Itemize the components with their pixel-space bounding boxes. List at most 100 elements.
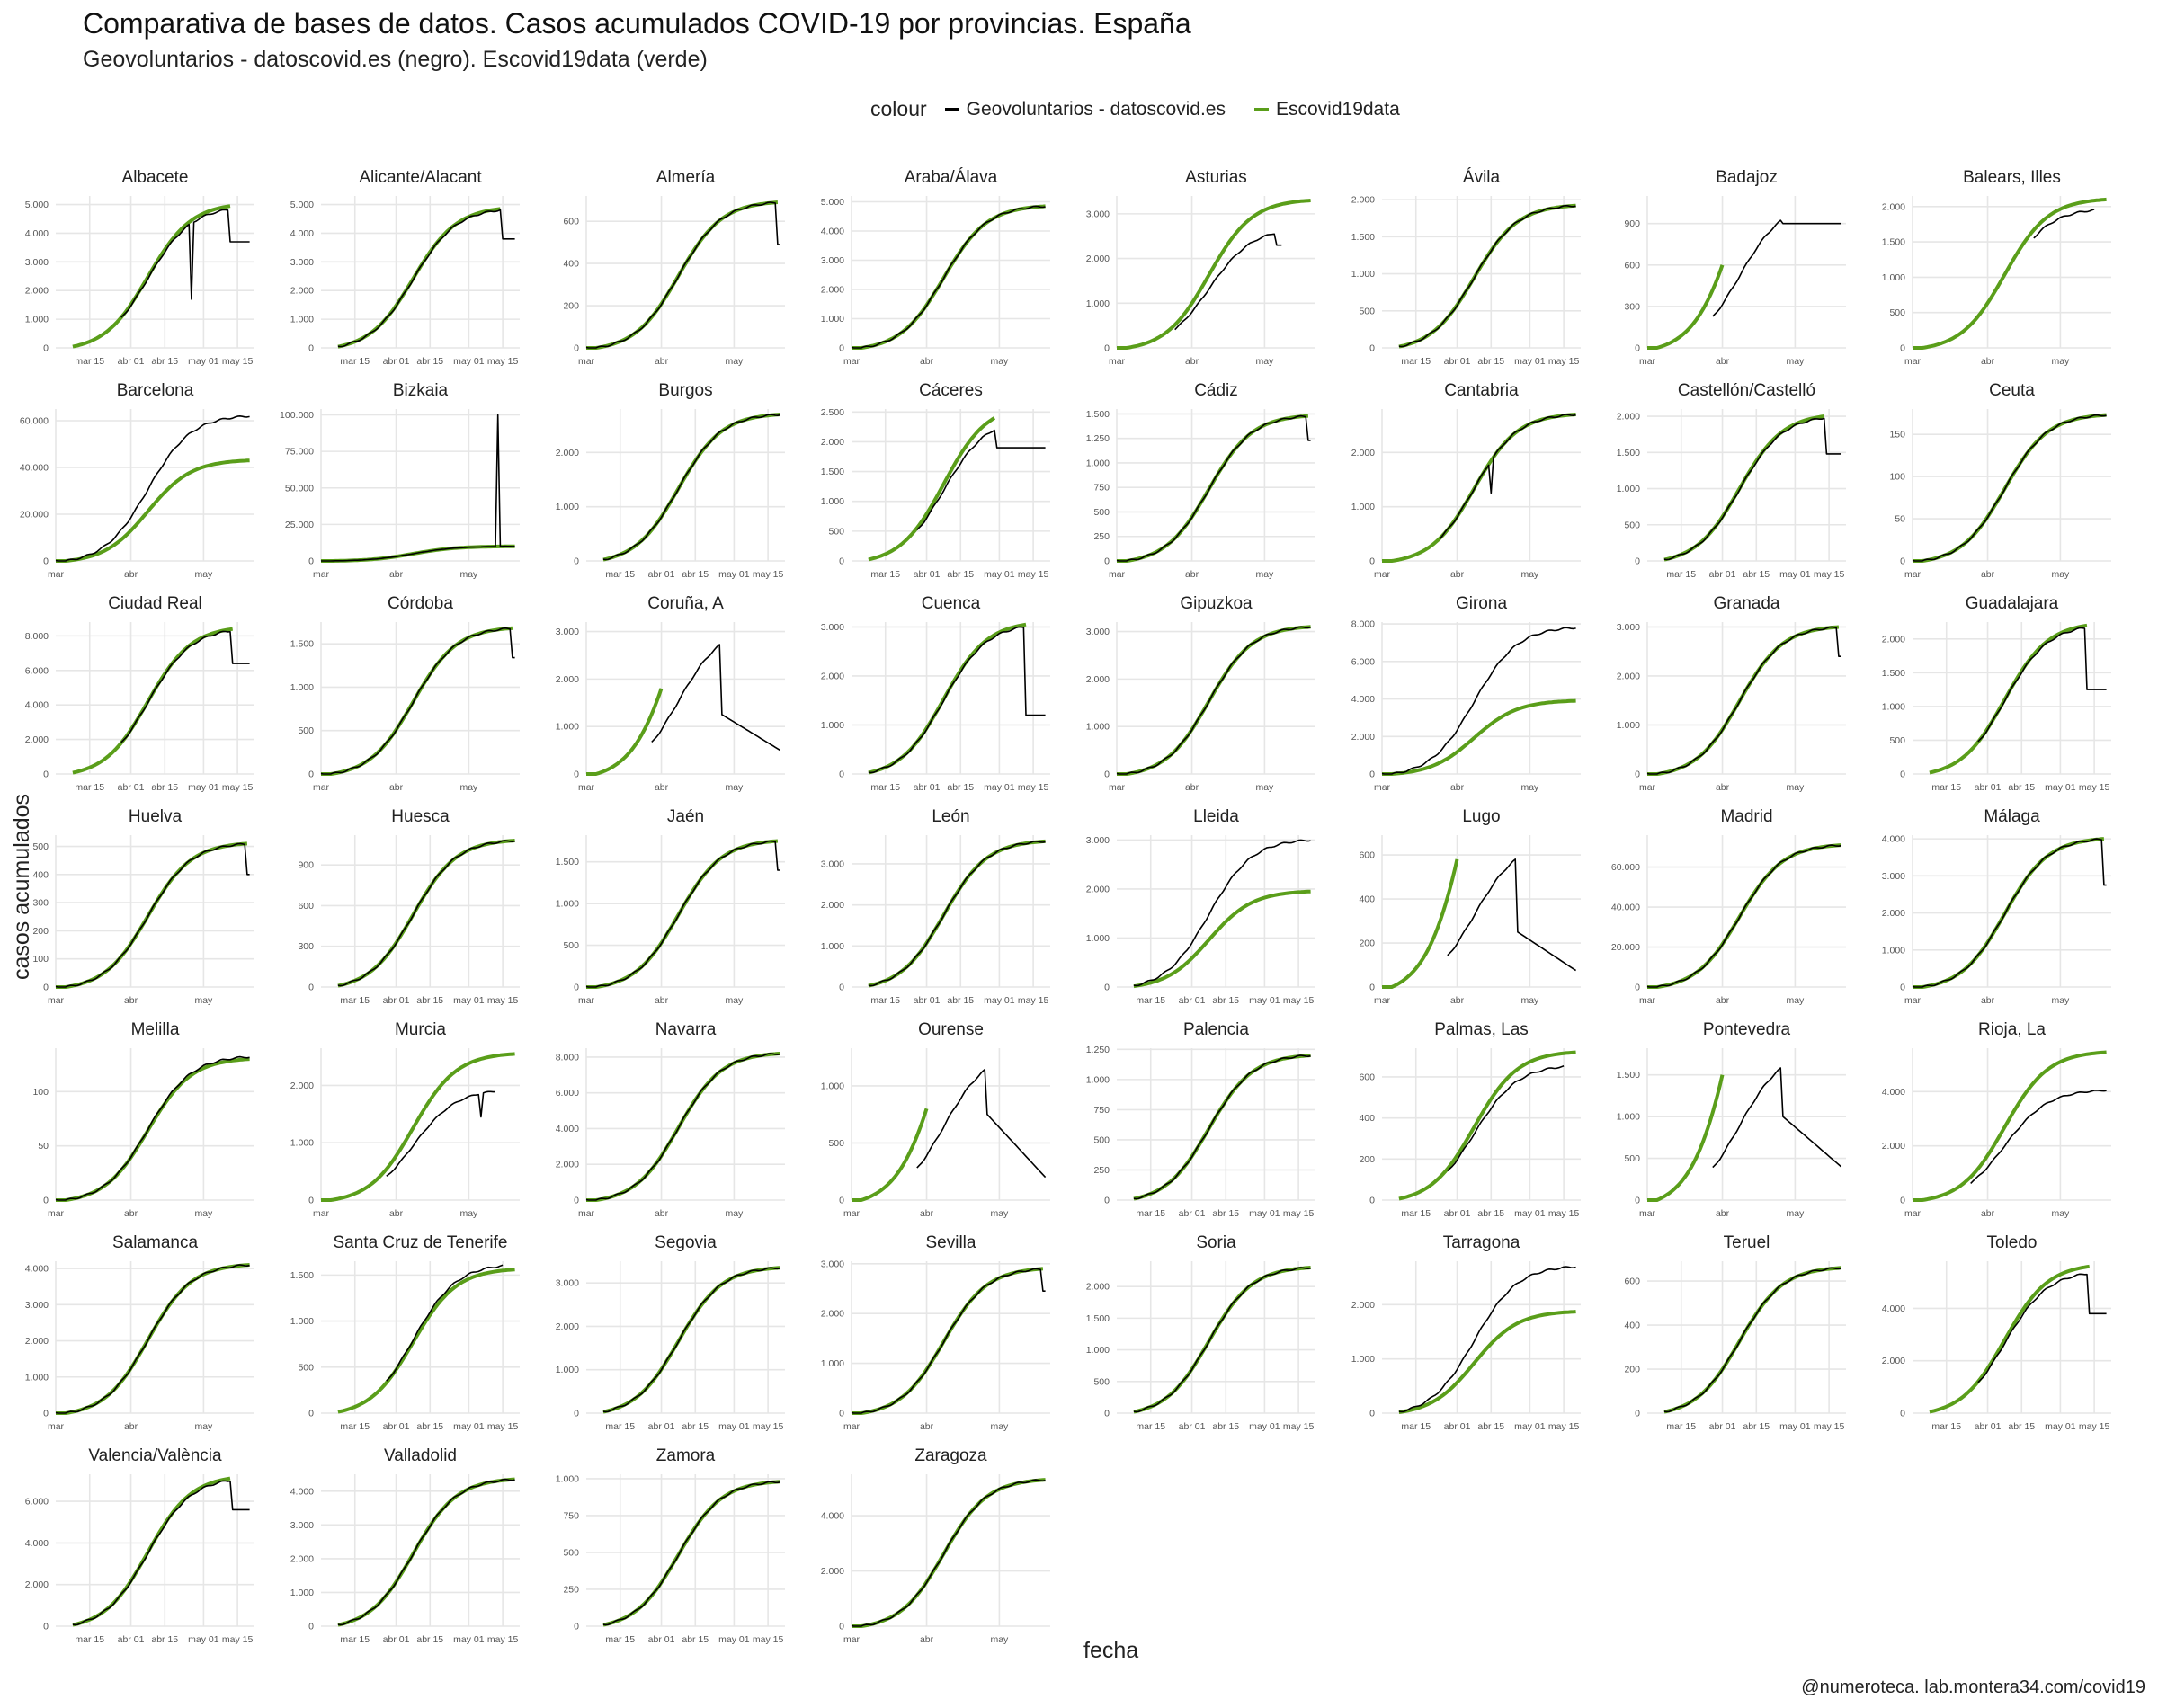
series-escovid19data	[56, 1057, 250, 1202]
x-tick-label: may 01	[1779, 1421, 1811, 1432]
series-escovid19data	[337, 839, 515, 988]
y-tick-label: 500	[1093, 1134, 1110, 1145]
legend-item-escovid19data: Escovid19data	[1253, 99, 1400, 120]
y-tick-label: 1.500	[1351, 232, 1375, 243]
panel-title: Rioja, La	[1978, 1020, 2046, 1039]
series-geovoluntarios	[1977, 1273, 2107, 1383]
x-tick-label: may 15	[222, 782, 254, 793]
x-tick-label: may 15	[222, 356, 254, 367]
series-geovoluntarios	[55, 1055, 250, 1201]
y-tick-label: 0	[43, 1409, 49, 1419]
y-tick-label: 100	[32, 954, 49, 965]
y-tick-label: 3.000	[25, 257, 49, 268]
y-tick-label: 0	[1635, 1196, 1640, 1206]
panel-title: Badajoz	[1716, 168, 1778, 187]
x-tick-label: abr	[1185, 782, 1199, 793]
series-geovoluntarios	[868, 626, 1046, 774]
x-tick-label: abr 15	[416, 995, 443, 1006]
x-tick-label: may 15	[487, 356, 519, 367]
y-tick-label: 500	[1093, 1376, 1110, 1387]
x-tick-label: abr 01	[383, 356, 410, 367]
series-geovoluntarios	[602, 1267, 780, 1413]
x-tick-label: may 01	[984, 782, 1015, 793]
series-geovoluntarios	[337, 1478, 515, 1626]
y-tick-label: 25.000	[285, 520, 314, 530]
x-tick-label: abr	[1450, 782, 1465, 793]
x-tick-label: abr 01	[383, 995, 410, 1006]
y-tick-label: 3.000	[821, 858, 844, 869]
y-tick-label: 0	[1369, 1409, 1375, 1419]
x-tick-label: mar 15	[605, 1421, 635, 1432]
y-tick-label: 600	[1359, 850, 1375, 861]
x-tick-label: may	[990, 1208, 1009, 1219]
series-geovoluntarios	[55, 415, 250, 562]
y-tick-label: 600	[1624, 1277, 1640, 1287]
y-tick-label: 60.000	[20, 416, 49, 427]
y-tick-label: 2.000	[556, 674, 579, 685]
y-tick-label: 200	[32, 926, 49, 937]
series-geovoluntarios	[916, 1068, 1047, 1179]
panel-title: Huesca	[391, 807, 450, 826]
y-tick-label: 1.500	[290, 1270, 314, 1281]
y-tick-label: 100.000	[280, 410, 314, 421]
y-tick-label: 1.500	[1086, 409, 1110, 420]
series-escovid19data	[1663, 1266, 1841, 1414]
y-tick-label: 3.000	[1882, 871, 1905, 882]
y-tick-label: 4.000	[25, 700, 49, 711]
x-tick-label: abr 01	[1179, 995, 1206, 1006]
x-tick-label: abr 15	[947, 995, 974, 1006]
x-tick-label: may 15	[753, 1634, 784, 1645]
y-tick-label: 2.000	[290, 286, 314, 297]
y-tick-label: 0	[308, 343, 314, 354]
x-tick-label: mar	[578, 782, 595, 793]
x-tick-label: may	[990, 1634, 1009, 1645]
x-tick-label: mar 15	[1401, 1208, 1431, 1219]
panel-title: Santa Cruz de Tenerife	[334, 1233, 508, 1252]
panel-rioja-la: 0 2.000 4.000 mar abr may Rioja, La	[1882, 1020, 2111, 1219]
series-escovid19data	[602, 1266, 780, 1414]
y-tick-label: 0	[574, 769, 579, 780]
x-tick-label: mar	[313, 782, 330, 793]
series-escovid19data	[1913, 197, 2107, 350]
x-tick-label: mar	[1109, 569, 1126, 580]
x-tick-label: may 15	[753, 569, 784, 580]
series-geovoluntarios	[1133, 839, 1311, 987]
series-escovid19data	[852, 1478, 1046, 1628]
y-tick-label: 3.000	[1086, 627, 1110, 637]
series-geovoluntarios	[1646, 626, 1841, 775]
x-tick-label: mar	[1639, 782, 1656, 793]
y-tick-label: 60.000	[1611, 862, 1640, 873]
x-tick-label: abr	[389, 1208, 404, 1219]
series-geovoluntarios	[55, 1264, 250, 1414]
panel-title: Valencia/València	[88, 1446, 222, 1465]
panel-title: Bizkaia	[393, 381, 449, 400]
y-tick-label: 1.500	[1882, 668, 1905, 679]
y-tick-label: 0	[1369, 556, 1375, 567]
x-tick-label: may 15	[1283, 995, 1315, 1006]
x-tick-label: abr 01	[1709, 1421, 1736, 1432]
y-tick-label: 0	[1104, 769, 1110, 780]
x-tick-label: mar	[1374, 569, 1391, 580]
y-tick-label: 900	[1624, 218, 1640, 229]
y-tick-label: 1.500	[1882, 237, 1905, 248]
series-geovoluntarios	[1712, 1067, 1842, 1169]
panel-murcia: 0 1.000 2.000 mar abr may Murcia	[290, 1020, 520, 1219]
panel-huesca: 0 300 600 900 mar 15 abr 01 abr 15 may 01 may 15…	[298, 807, 520, 1006]
x-tick-label: may	[725, 995, 744, 1006]
x-tick-label: abr	[124, 1421, 138, 1432]
y-tick-label: 0	[308, 1409, 314, 1419]
y-tick-label: 6.000	[25, 1497, 49, 1508]
x-tick-label: abr	[920, 1634, 934, 1645]
x-tick-label: may	[1255, 569, 1274, 580]
y-tick-label: 4.000	[290, 228, 314, 239]
series-geovoluntarios	[1398, 1266, 1576, 1413]
y-tick-label: 200	[563, 301, 579, 312]
y-tick-label: 0	[1900, 983, 1905, 993]
y-tick-label: 2.000	[1882, 908, 1905, 919]
y-tick-label: 5.000	[290, 200, 314, 210]
x-tick-label: may	[725, 782, 744, 793]
x-tick-label: mar	[578, 356, 595, 367]
y-tick-label: 1.000	[1086, 298, 1110, 309]
x-tick-label: may 15	[1548, 356, 1580, 367]
series-geovoluntarios	[602, 1481, 780, 1626]
